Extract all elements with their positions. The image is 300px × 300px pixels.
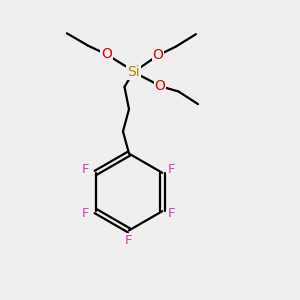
Text: F: F: [168, 207, 176, 220]
Text: F: F: [82, 163, 89, 176]
Text: O: O: [154, 79, 165, 93]
Text: F: F: [82, 207, 89, 220]
Text: F: F: [125, 233, 133, 247]
Text: Si: Si: [127, 65, 140, 79]
Text: O: O: [153, 48, 164, 62]
Text: F: F: [168, 163, 176, 176]
Text: O: O: [101, 47, 112, 61]
